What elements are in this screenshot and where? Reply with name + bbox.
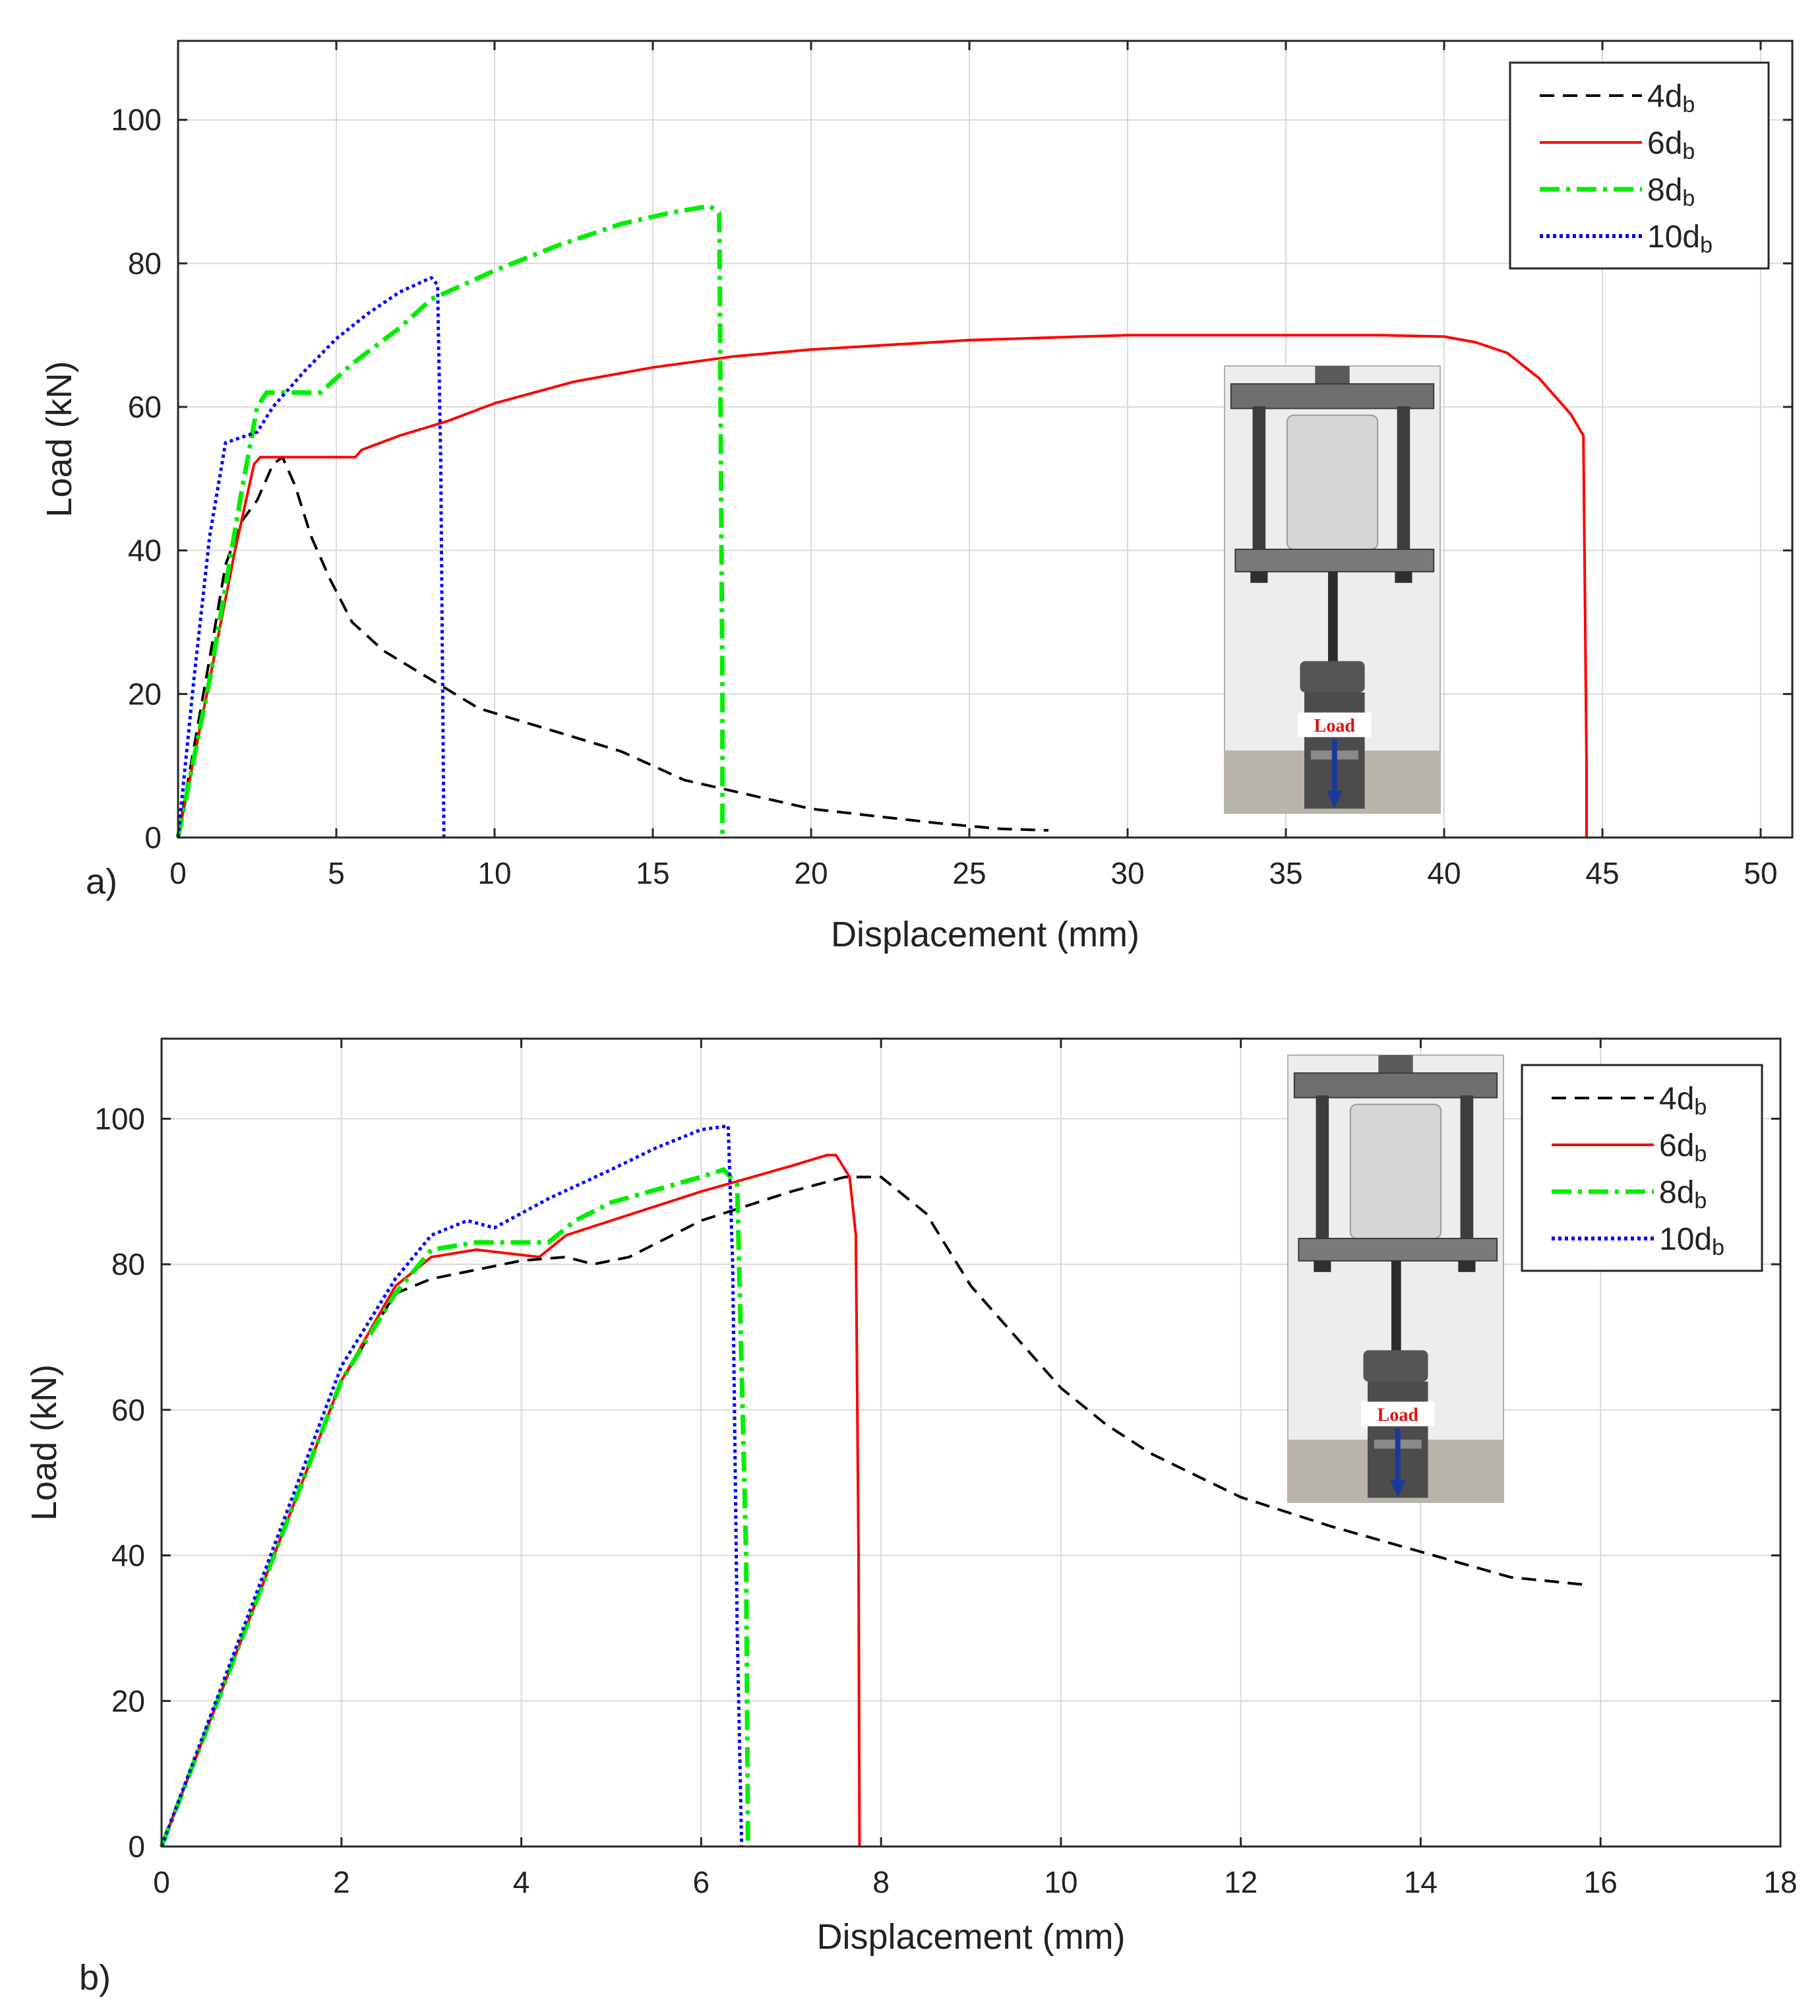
x-tick-label: 45 <box>1585 856 1619 890</box>
series-line-b-6db <box>160 1153 861 1847</box>
chart-panel-b: Load 0 2 4 6 8 10 12 14 16 18 0 20 40 60 80 100 Displacem… <box>24 1037 1798 1998</box>
x-tick-label: 25 <box>952 856 986 890</box>
series-line-a-8db <box>175 203 725 838</box>
y-tick-label: 40 <box>111 1539 145 1573</box>
legend-label-10db: 10db <box>1647 220 1713 258</box>
x-tick-label: 2 <box>333 1865 350 1899</box>
panel-label-b: b) <box>79 1958 111 1998</box>
y-axis-label-b: Load (kN) <box>24 1364 64 1521</box>
x-tick-label: 40 <box>1427 856 1461 890</box>
x-tick-label: 16 <box>1584 1865 1618 1899</box>
x-tick-label: 4 <box>513 1865 530 1899</box>
legend-label-6db: 6db <box>1647 126 1695 164</box>
x-tick-label: 6 <box>693 1865 710 1899</box>
series-line-a-4db <box>177 456 1049 838</box>
legend-label-4db: 4db <box>1659 1082 1707 1120</box>
series-line-a-6db <box>177 334 1588 838</box>
y-tick-label: 80 <box>128 246 162 280</box>
y-tick-label: 60 <box>111 1393 145 1427</box>
x-tick-label: 20 <box>794 856 828 890</box>
y-tick-label: 100 <box>111 103 162 137</box>
x-tick-label: 0 <box>169 856 187 890</box>
x-axis-label-b: Displacement (mm) <box>816 1917 1125 1957</box>
x-tick-label: 15 <box>636 856 669 890</box>
x-tick-label: 12 <box>1224 1865 1258 1899</box>
photo-load-label-a: Load <box>1314 716 1356 737</box>
x-tick-label: 14 <box>1404 1865 1438 1899</box>
plot-area-b <box>162 1039 1780 1847</box>
x-tick-label: 10 <box>477 856 511 890</box>
test-setup-photo-a: Load <box>1224 365 1441 814</box>
y-tick-label: 20 <box>111 1684 145 1718</box>
y-tick-label: 20 <box>128 677 162 711</box>
x-tick-label: 35 <box>1269 856 1302 890</box>
chart-panel-a: Load 0 5 10 15 20 25 30 35 40 45 50 0 20 40 60 80 100 Disp… <box>40 40 1794 954</box>
x-tick-label: 0 <box>153 1865 170 1899</box>
photo-load-label-b: Load <box>1378 1405 1419 1426</box>
series-line-a-10db <box>176 276 446 838</box>
x-axis-label-a: Displacement (mm) <box>831 915 1139 954</box>
x-tick-label: 8 <box>872 1865 890 1899</box>
panel-label-a: a) <box>86 862 117 901</box>
y-tick-label: 0 <box>144 820 162 855</box>
y-tick-label: 40 <box>128 534 162 568</box>
axes-frame-a <box>177 40 1794 839</box>
y-tick-label: 80 <box>111 1247 145 1281</box>
x-tick-label: 5 <box>328 856 345 890</box>
series-line-b-8db <box>159 1167 750 1848</box>
x-tick-label: 10 <box>1044 1865 1077 1899</box>
x-tick-label: 18 <box>1763 1865 1797 1899</box>
axes-frame-b <box>160 1037 1782 1848</box>
y-axis-label-a: Load (kN) <box>40 361 79 517</box>
x-tick-label: 50 <box>1744 856 1777 890</box>
test-setup-photo-b: Load <box>1287 1054 1504 1503</box>
x-tick-label: 30 <box>1110 856 1144 890</box>
series-line-b-4db <box>160 1175 1583 1847</box>
y-tick-label: 60 <box>128 390 162 424</box>
y-tick-label: 100 <box>94 1101 145 1136</box>
series-line-b-10db <box>160 1124 744 1847</box>
y-tick-label: 0 <box>128 1829 145 1864</box>
